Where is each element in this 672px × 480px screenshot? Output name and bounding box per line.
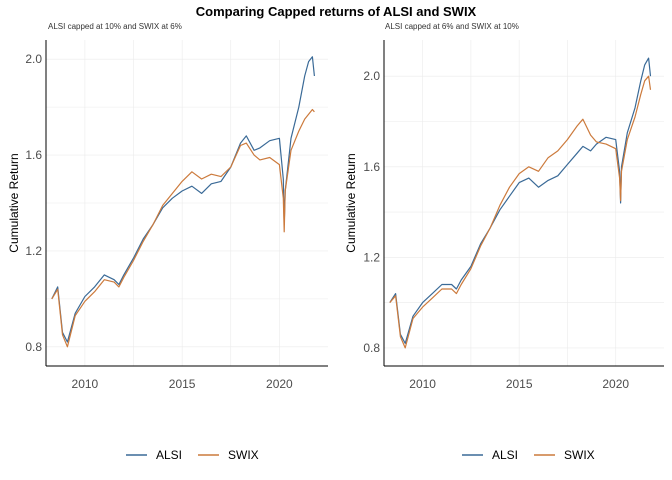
y-tick-label: 1.6 bbox=[363, 160, 380, 174]
legend-label-swix: SWIX bbox=[564, 448, 595, 462]
chart-panel-right: ALSI capped at 6% and SWIX at 10% 2010 201… bbox=[344, 22, 664, 391]
y-tick-label: 2.0 bbox=[25, 52, 42, 66]
legend-label-alsi: ALSI bbox=[492, 448, 518, 462]
legend-label-alsi: ALSI bbox=[156, 448, 182, 462]
panel-subtitle: ALSI capped at 10% and SWIX at 6% bbox=[48, 22, 182, 31]
x-tick-label: 2020 bbox=[266, 377, 293, 391]
series-line-swix bbox=[389, 75, 652, 349]
legend-label-swix: SWIX bbox=[228, 448, 259, 462]
chart-panel-left: ALSI capped at 10% and SWIX at 6% 2010 201… bbox=[7, 22, 328, 391]
y-tick-label: 1.2 bbox=[363, 250, 380, 264]
y-tick-label: 0.8 bbox=[25, 340, 42, 354]
x-tick-label: 2010 bbox=[409, 377, 436, 391]
y-tick-label: 1.2 bbox=[25, 244, 42, 258]
chart-title: Comparing Capped returns of ALSI and SWI… bbox=[196, 4, 477, 19]
x-tick-label: 2010 bbox=[72, 377, 99, 391]
legend: ALSI SWIX ALSI SWIX bbox=[126, 448, 595, 462]
y-axis-title: Cumulative Return bbox=[344, 153, 358, 252]
panel-subtitle: ALSI capped at 6% and SWIX at 10% bbox=[385, 22, 519, 31]
series-line-swix bbox=[51, 108, 315, 348]
series-line-alsi bbox=[389, 57, 652, 344]
series-line-alsi bbox=[51, 56, 315, 343]
x-tick-label: 2015 bbox=[506, 377, 533, 391]
y-tick-label: 2.0 bbox=[363, 69, 380, 83]
y-axis-title: Cumulative Return bbox=[7, 153, 21, 252]
x-tick-label: 2020 bbox=[602, 377, 629, 391]
y-tick-label: 0.8 bbox=[363, 341, 380, 355]
x-tick-label: 2015 bbox=[169, 377, 196, 391]
y-tick-label: 1.6 bbox=[25, 148, 42, 162]
